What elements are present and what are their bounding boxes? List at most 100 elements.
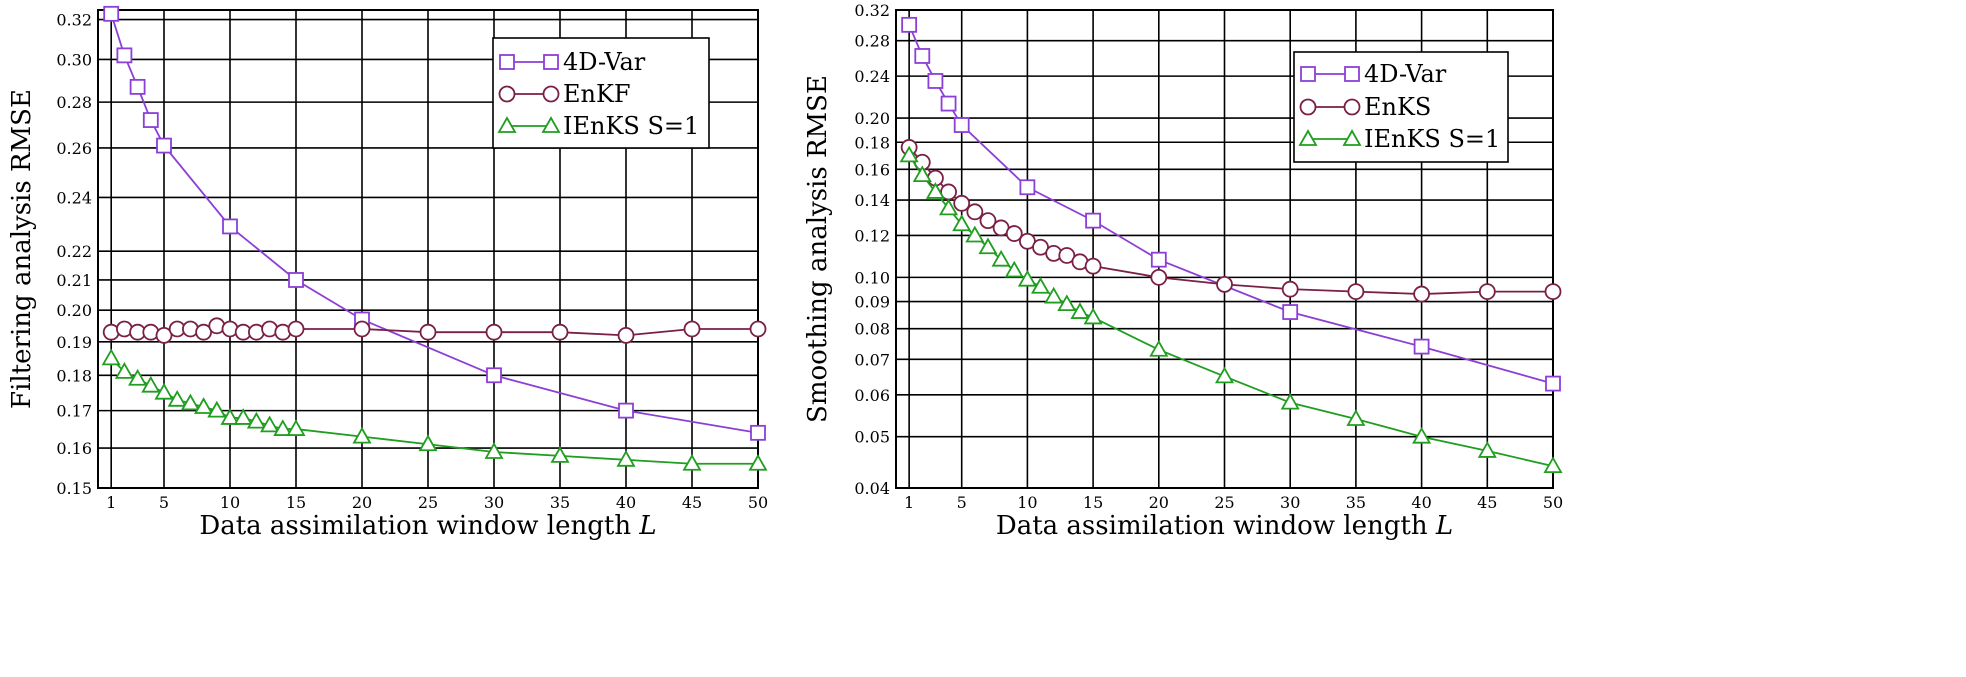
y-tick-label: 0.28 [56,93,92,112]
series-line [908,154,1554,467]
x-tick-label: 40 [1411,493,1431,512]
data-point-triangle [1280,392,1300,410]
legend-marker-circle [542,85,560,103]
data-point-circle [683,320,701,338]
data-point-circle [195,323,213,341]
data-point-square [1150,251,1167,268]
data-point-triangle [925,182,945,199]
data-point-square [1085,212,1101,229]
legend-item: 4D-Var [1300,60,1447,88]
y-tick-label: 0.16 [56,439,92,458]
data-point-triangle [286,419,306,436]
data-point-triangle [273,419,293,436]
data-point-circle [1413,285,1430,303]
y-tick-label: 0.22 [56,242,92,261]
y-tick-label: 0.05 [854,428,890,447]
legend-marker-triangle [497,116,517,133]
data-point-triangle [1477,441,1497,458]
data-point-square [129,78,146,95]
legend: 4D-Var EnKF IEnKS S=1 [492,37,710,149]
data-point-circle [353,320,371,338]
data-point-circle [551,323,569,341]
x-tick-label: 15 [1083,493,1103,512]
legend-marker-square [543,54,559,70]
x-tick-label: 15 [286,493,306,512]
legend-label: EnKF [563,80,631,108]
legend-marker-triangle [541,116,561,133]
x-tick-label: 20 [352,493,372,512]
x-tick-label: 45 [1477,493,1497,512]
data-point-triangle [101,348,121,366]
data-point-triangle [1346,409,1366,426]
y-tick-labels: 0.15 0.16 0.17 0.18 0.19 0.20 0.21 0.22 0.24 0.26… [56,11,92,498]
plot-frame [97,9,759,489]
data-point-circle [419,323,437,341]
y-tick-label: 0.20 [854,109,890,128]
y-tick-label: 0.24 [854,67,890,86]
x-tick-label: 45 [682,493,702,512]
data-point-triangle [952,214,972,232]
x-tick-label: 25 [1214,493,1234,512]
data-point-triangle [1057,294,1077,312]
data-point-square [1413,338,1430,355]
legend-marker-triangle [1342,129,1362,146]
data-point-square [953,117,970,133]
y-tick-label: 0.04 [854,479,890,498]
data-point-triangle [194,397,214,414]
x-tick-label: 50 [748,493,768,512]
data-point-circle [1347,283,1365,300]
data-point-circle [1058,247,1076,264]
data-point-square [1282,304,1299,320]
legend-item: EnKS [1299,93,1431,121]
data-point-circle [617,326,635,344]
legend-label: IEnKS S=1 [563,112,699,140]
legend-label: 4D-Var [563,48,646,76]
data-point-square [750,424,766,441]
y-tick-label: 0.16 [854,160,890,179]
y-tick-label: 0.21 [56,271,92,290]
x-tick-label: 40 [616,493,636,512]
x-tick-label: 25 [418,493,438,512]
y-tick-label: 0.18 [56,366,92,385]
legend-item: IEnKS S=1 [497,112,699,140]
x-tick-label: 35 [1346,493,1366,512]
legend-item: 4D-Var [499,48,646,76]
data-point-circle [1150,268,1168,286]
data-point-circle [1544,283,1562,300]
data-point-circle [1005,225,1023,242]
x-tick-label: 5 [957,493,967,512]
y-tick-label: 0.30 [56,50,92,69]
series-ienks-s-1 [899,145,1563,473]
series-4d-var [901,16,1561,392]
data-point-circle [155,326,173,344]
filtering-rmse-chart: 1 5 10 15 20 25 30 35 40 45 500.150.160.170.180.19… [7,5,768,541]
data-point-triangle [682,453,702,471]
x-tick-label: 20 [1149,493,1169,512]
data-point-square [914,48,931,64]
data-point-circle [485,323,503,341]
legend-label: 4D-Var [1364,60,1447,88]
data-point-square [116,47,133,64]
y-tick-label: 0.32 [854,1,890,20]
data-point-circle [1084,257,1102,275]
x-tick-label: 35 [550,493,570,512]
x-axis-label: Data assimilation window length L [996,511,1453,541]
data-point-triangle [965,225,985,243]
data-point-square [927,73,944,89]
data-point-circle [966,203,984,221]
data-point-triangle [550,446,570,463]
series-ienks-s-1 [101,348,768,471]
data-point-triangle [154,382,174,400]
y-tick-label: 0.10 [854,268,890,287]
x-tick-label: 10 [1017,493,1037,512]
legend-item: EnKF [498,80,631,108]
data-point-triangle [1412,426,1432,444]
data-point-triangle [233,408,253,425]
data-point-triangle [1543,456,1563,473]
y-tick-label: 0.19 [56,333,92,352]
data-point-triangle [418,434,438,452]
data-point-square [1545,375,1561,392]
y-tick-label: 0.32 [56,11,92,30]
y-tick-label: 0.17 [56,402,92,421]
